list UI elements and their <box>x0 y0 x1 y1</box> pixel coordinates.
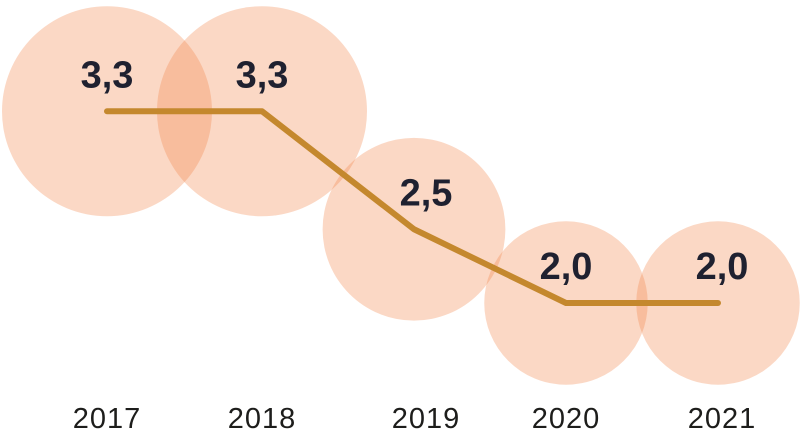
value-label-2020: 2,0 <box>540 246 593 288</box>
x-axis-label-2021: 2021 <box>688 403 757 434</box>
x-axis-label-2020: 2020 <box>532 403 601 434</box>
x-axis-label-2018: 2018 <box>228 403 297 434</box>
value-label-2021: 2,0 <box>696 246 749 288</box>
value-label-2017: 3,3 <box>81 54 134 96</box>
value-label-2019: 2,5 <box>400 172 453 214</box>
value-label-2018: 3,3 <box>236 54 289 96</box>
trend-line <box>104 108 721 306</box>
x-axis-label-2017: 2017 <box>73 403 142 434</box>
x-axis-label-2019: 2019 <box>392 403 461 434</box>
